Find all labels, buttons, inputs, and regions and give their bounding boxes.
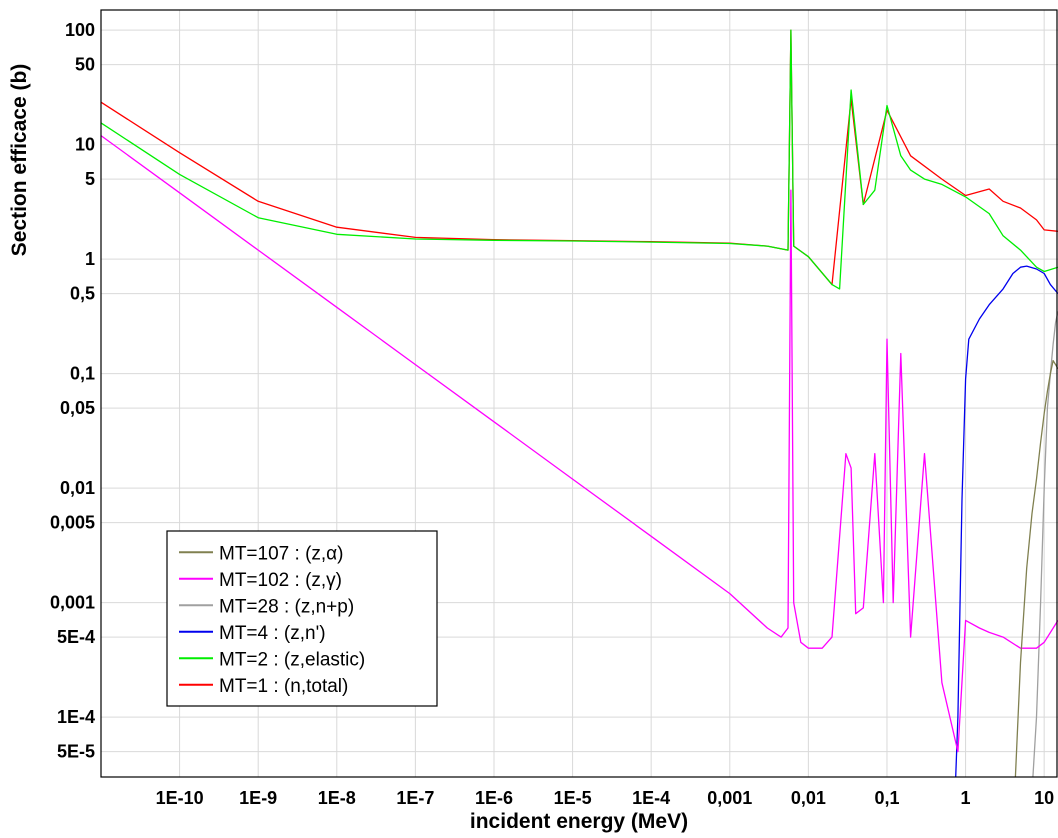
y-tick-label: 0,01 — [60, 478, 95, 498]
x-tick-label: 1E-4 — [632, 788, 670, 808]
y-tick-label: 5 — [85, 169, 95, 189]
x-tick-label: 0,1 — [874, 788, 899, 808]
x-axis-title: incident energy (MeV) — [470, 810, 688, 833]
legend-label: MT=107 : (z,α) — [219, 543, 343, 564]
legend-label: MT=2 : (z,elastic) — [219, 649, 365, 670]
plot-border — [100, 9, 1058, 778]
y-axis-title: Section efficace (b) — [8, 64, 31, 257]
plot-frame — [100, 9, 1058, 778]
y-tick-label: 50 — [75, 55, 95, 75]
legend-label: MT=28 : (z,n+p) — [219, 596, 354, 617]
series-line-1 — [100, 29, 1058, 290]
x-tick-label: 10 — [1034, 788, 1054, 808]
y-tick-label: 0,05 — [60, 398, 95, 418]
x-tick-label: 1E-9 — [239, 788, 277, 808]
y-tick-label: 5E-5 — [57, 742, 95, 762]
series-line-2 — [955, 265, 1058, 778]
x-axis-ticks: 1E-10 1E-9 1E-8 1E-7 1E-6 1E-5 1E-4 0,001 0,01 0,… — [156, 788, 1055, 808]
y-tick-label: 0,5 — [70, 284, 95, 304]
legend-box — [166, 530, 438, 707]
x-tick-label: 1E-5 — [554, 788, 592, 808]
x-tick-label: 1E-7 — [396, 788, 434, 808]
series-line-5 — [1014, 359, 1058, 778]
x-tick-label: 1E-10 — [156, 788, 204, 808]
x-tick-label: 1E-6 — [475, 788, 513, 808]
y-tick-label: 100 — [65, 20, 95, 40]
legend-label: MT=102 : (z,γ) — [219, 570, 342, 591]
y-tick-label: 1E-4 — [57, 707, 95, 727]
legend: MT=107 : (z,α) MT=102 : (z,γ) MT=28 : (z,n… — [166, 530, 438, 707]
y-tick-label: 0,005 — [50, 513, 95, 533]
x-tick-label: 1E-8 — [318, 788, 356, 808]
y-tick-label: 1 — [85, 249, 95, 269]
x-tick-label: 0,01 — [791, 788, 826, 808]
x-tick-label: 1 — [961, 788, 971, 808]
y-tick-label: 10 — [75, 135, 95, 155]
plot-series — [100, 29, 1058, 778]
x-tick-label: 0,001 — [707, 788, 752, 808]
series-line-3 — [1032, 311, 1058, 778]
y-tick-label: 0,1 — [70, 364, 95, 384]
y-tick-label: 0,001 — [50, 593, 95, 613]
legend-label: MT=4 : (z,n') — [219, 623, 326, 644]
series-line-4 — [100, 135, 1058, 753]
y-axis-ticks: 100 50 10 5 1 0,5 0,1 0,05 0,01 0,005 0,001 5E-4 1E-… — [50, 20, 95, 761]
y-tick-label: 5E-4 — [57, 627, 95, 647]
legend-label: MT=1 : (n,total) — [219, 676, 348, 697]
